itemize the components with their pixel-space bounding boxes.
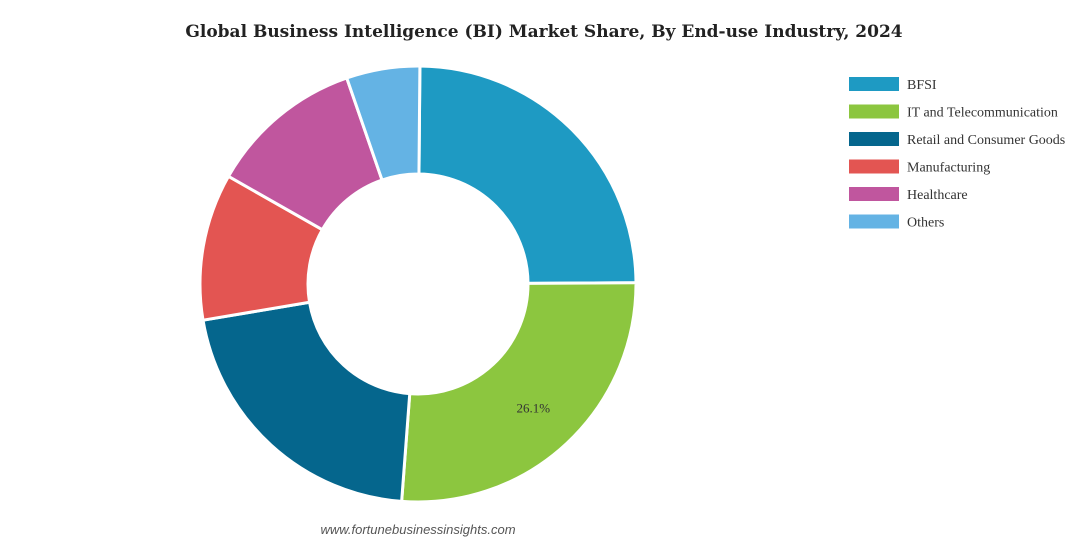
slice-bfsi xyxy=(417,64,638,285)
legend-label[interactable]: Healthcare xyxy=(907,188,968,203)
legend-label[interactable]: IT and Telecommunication xyxy=(907,106,1058,121)
legend-swatch xyxy=(849,104,899,119)
legend-label[interactable]: Manufacturing xyxy=(907,161,990,176)
slice-others xyxy=(344,64,422,182)
chart-title: Global Business Intelligence (BI) Market… xyxy=(185,22,902,42)
slice-it-and-telecommunication xyxy=(400,281,638,504)
data-label: 26.1% xyxy=(516,401,550,416)
legend-label[interactable]: Retail and Consumer Goods xyxy=(907,133,1065,148)
data-labels: 26.1% xyxy=(516,401,550,416)
legend-swatch xyxy=(849,132,899,146)
legend-swatch xyxy=(849,77,899,91)
legend-swatch xyxy=(849,214,899,229)
slice-retail-and-consumer-goods xyxy=(201,300,412,503)
source-text: www.fortunebusinessinsights.com xyxy=(320,522,515,537)
legend-label[interactable]: BFSI xyxy=(907,78,937,93)
donut-slices xyxy=(198,64,638,504)
legend-label[interactable]: Others xyxy=(907,216,944,231)
legend-swatch xyxy=(849,187,899,201)
legend: BFSI IT and Telecommunication Retail and C… xyxy=(849,77,1065,231)
legend-swatch xyxy=(849,159,899,174)
